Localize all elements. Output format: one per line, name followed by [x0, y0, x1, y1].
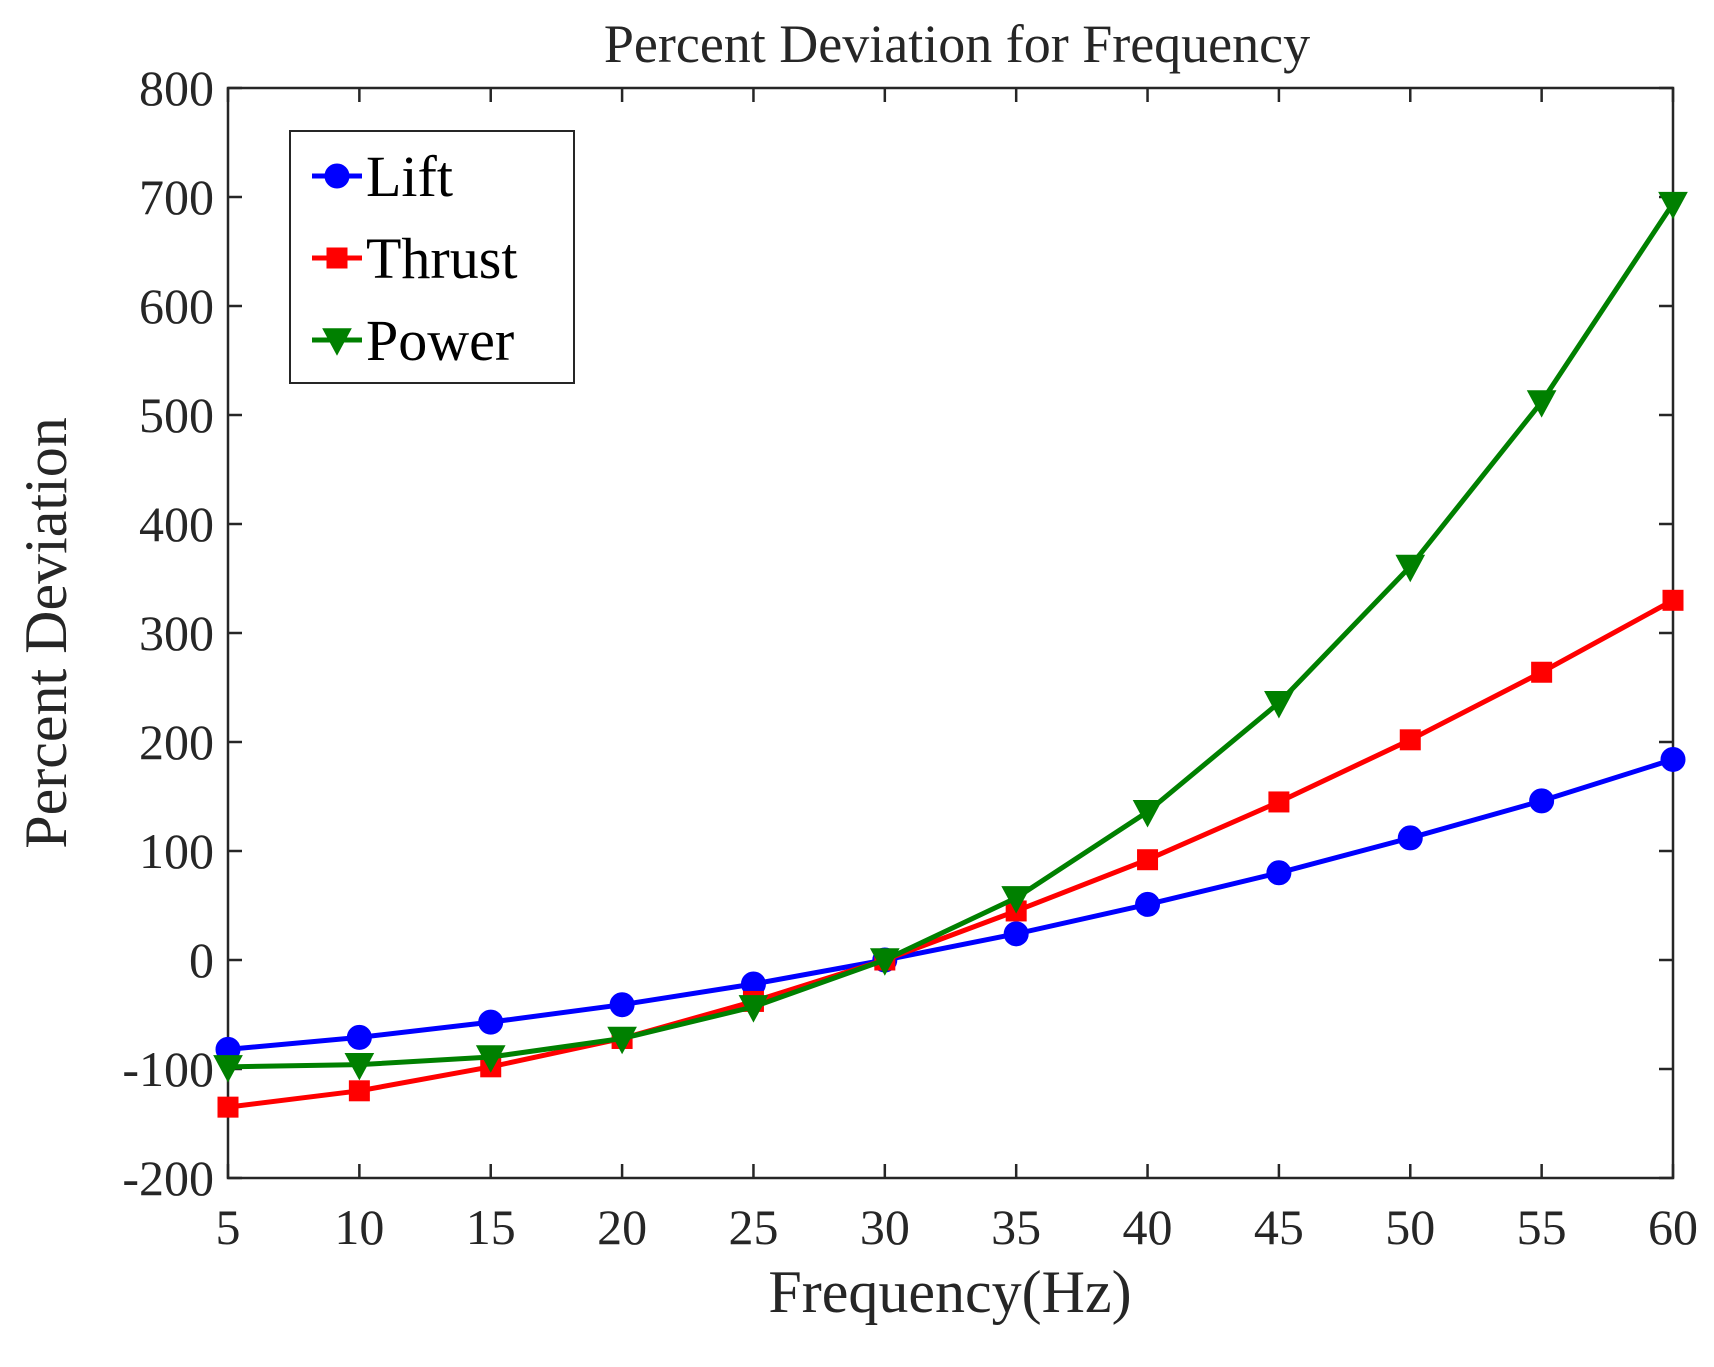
power-point [213, 1055, 243, 1083]
lift-point [609, 992, 635, 1018]
power-point [1658, 191, 1688, 220]
x-tick-label: 40 [1123, 1199, 1173, 1255]
legend-item-thrust: Thrust [312, 226, 517, 291]
lift-point [1529, 788, 1555, 814]
power-point [607, 1026, 637, 1055]
thrust-point [217, 1096, 239, 1118]
legend-marker-power [322, 328, 352, 356]
power-point [1526, 390, 1557, 418]
y-tick-label: 800 [139, 60, 214, 116]
legend-label-power: Power [366, 308, 514, 373]
y-tick-label: 400 [139, 496, 214, 552]
x-tick-label: 45 [1254, 1199, 1304, 1255]
y-tick-label: 500 [139, 387, 214, 443]
y-tick-label: 100 [139, 823, 214, 879]
legend: Lift Thrust Power [289, 130, 575, 384]
x-axis-label: Frequency(Hz) [768, 1259, 1131, 1325]
series-lift [215, 746, 1686, 1062]
x-tick-label: 30 [860, 1199, 910, 1255]
y-tick-label: 600 [139, 278, 214, 334]
power-point [1395, 554, 1426, 583]
thrust-line [227, 598, 1675, 1110]
thrust-point [348, 1080, 370, 1102]
legend-label-lift: Lift [366, 144, 453, 209]
lift-point [1003, 921, 1029, 947]
x-tick-label: 25 [728, 1199, 778, 1255]
power-point [738, 995, 769, 1023]
series-layer [213, 191, 1688, 1118]
x-tick-label: 55 [1517, 1199, 1567, 1255]
y-tick-label: -200 [122, 1150, 214, 1206]
thrust-point [1662, 589, 1684, 611]
y-tick-label: 0 [189, 932, 214, 988]
thrust-point [1399, 729, 1421, 751]
lift-point [1660, 746, 1686, 772]
power-point [1001, 886, 1032, 914]
x-tick-label: 60 [1648, 1199, 1698, 1255]
thrust-point [1137, 849, 1159, 871]
power-point [869, 948, 900, 976]
power-point [1132, 800, 1163, 828]
x-tick-label: 10 [334, 1199, 384, 1255]
x-tick-label: 15 [466, 1199, 516, 1255]
lift-point [1135, 891, 1161, 917]
lift-line [227, 757, 1674, 1052]
legend-item-lift: Lift [312, 144, 453, 209]
lift-point [478, 1009, 504, 1035]
series-power [213, 191, 1688, 1083]
x-tick-label: 50 [1385, 1199, 1435, 1255]
lift-point [1397, 825, 1423, 851]
x-tick-label: 20 [597, 1199, 647, 1255]
power-point [344, 1052, 375, 1081]
power-line [227, 202, 1676, 1070]
x-tick-label: 5 [216, 1199, 241, 1255]
y-tick-label: -100 [122, 1041, 214, 1097]
legend-label-thrust: Thrust [366, 226, 517, 291]
y-axis: -200 -100 0 100 200 300 400 500 600 700 800 [122, 60, 1673, 1206]
y-axis-label: Percent Deviation [13, 417, 79, 849]
y-tick-label: 200 [139, 714, 214, 770]
series-thrust [217, 589, 1684, 1118]
thrust-point [1531, 661, 1553, 683]
x-tick-label: 35 [991, 1199, 1041, 1255]
thrust-point [1268, 791, 1290, 813]
x-axis: 5 10 15 20 25 30 35 40 45 50 55 60 [216, 88, 1698, 1255]
chart-title: Percent Deviation for Frequency [604, 14, 1310, 74]
y-tick-label: 300 [139, 605, 214, 661]
legend-item-power: Power [312, 308, 514, 373]
power-point [475, 1045, 506, 1073]
legend-marker-lift [324, 163, 350, 189]
lift-point [1266, 860, 1292, 886]
legend-marker-thrust [326, 247, 348, 269]
lift-point [346, 1024, 372, 1050]
y-tick-label: 700 [139, 169, 214, 225]
power-point [1264, 691, 1294, 719]
